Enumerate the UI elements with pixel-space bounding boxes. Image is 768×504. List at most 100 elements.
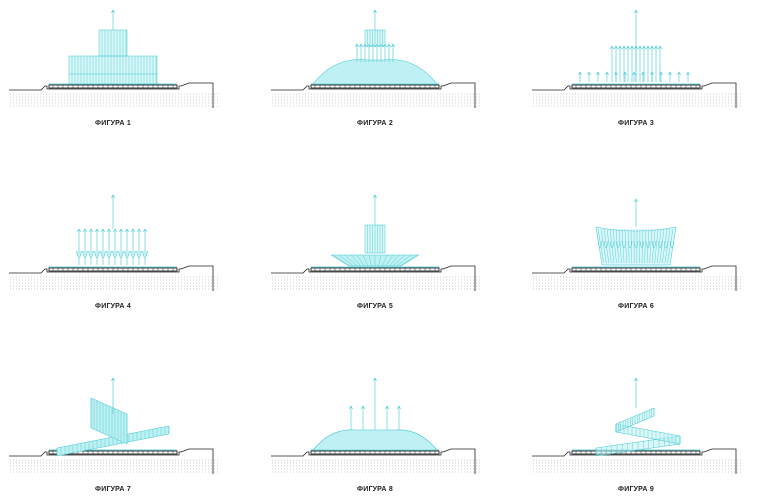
- figure-7-group: [9, 377, 218, 474]
- ground-profile: [271, 265, 476, 291]
- basin-section: [9, 265, 218, 291]
- jet-arrow: [605, 71, 609, 76]
- jet-arrow: [373, 9, 377, 14]
- figure-6-label: ФИГУРА 6: [618, 303, 654, 310]
- jet-bulb: [142, 250, 148, 259]
- water-dome: [312, 429, 438, 451]
- jet-bulb: [118, 250, 124, 259]
- jet-arrow: [614, 45, 618, 50]
- jet-arrow: [137, 228, 141, 233]
- figure-2-group: [271, 9, 480, 108]
- ground-profile: [532, 265, 737, 291]
- jet-arrow: [610, 45, 614, 50]
- jet-arrow: [77, 228, 81, 233]
- figure-4-label: ФИГУРА 4: [95, 303, 131, 310]
- figure-8-group: [271, 377, 480, 474]
- basin-section: [532, 265, 741, 291]
- jet-arrow: [387, 43, 391, 48]
- ground-profile: [532, 448, 737, 474]
- jet-arrow: [125, 228, 129, 233]
- jet-bulb: [82, 250, 88, 259]
- water-mass: [98, 29, 128, 57]
- figure-5-group: [271, 194, 480, 291]
- jet-bulb: [100, 250, 106, 259]
- jet-arrow: [143, 228, 147, 233]
- figure-5-label: ФИГУРА 5: [357, 303, 393, 310]
- jet-arrow: [618, 45, 622, 50]
- jet-arrow: [668, 71, 672, 76]
- figure-4-group: [9, 194, 218, 291]
- figure-1-label: ФИГУРА 1: [95, 120, 131, 127]
- jet-arrow: [111, 194, 115, 199]
- ground-profile: [9, 448, 214, 474]
- jet-bulb: [112, 250, 118, 259]
- ground-profile: [532, 82, 737, 108]
- fountain-pattern-dome-with-jets: [312, 9, 438, 85]
- fountain-pattern-fan-of-jets: [578, 9, 690, 82]
- jet-arrow: [101, 228, 105, 233]
- jet-arrow: [646, 45, 650, 50]
- figure-1-group: [9, 9, 218, 108]
- jet-arrow: [113, 228, 117, 233]
- jet-arrow: [89, 228, 93, 233]
- jet-arrow: [131, 228, 135, 233]
- jet-arrow: [111, 9, 115, 14]
- jet-arrow: [677, 71, 681, 76]
- water-mass: [68, 55, 158, 85]
- jet-arrow: [578, 71, 582, 76]
- jet-arrow: [119, 228, 123, 233]
- jet-arrow: [397, 405, 401, 410]
- jet-arrow: [658, 45, 662, 50]
- figure-9-group: [532, 377, 741, 474]
- ground-profile: [9, 82, 214, 108]
- jet-arrow: [359, 43, 363, 48]
- jet-arrow: [373, 377, 377, 382]
- fountain-pattern-tower-and-ring: [330, 194, 420, 267]
- jet-bulb: [130, 250, 136, 259]
- jet-arrow: [632, 71, 636, 76]
- jet-bulb: [88, 250, 94, 259]
- jet-bulb: [106, 250, 112, 259]
- jet-arrow: [587, 71, 591, 76]
- jet-bulb: [124, 250, 130, 259]
- fountain-pattern-jet-row: [76, 194, 148, 265]
- figure-7-label: ФИГУРА 7: [95, 486, 131, 493]
- fountain-pattern-curtain: [595, 198, 677, 266]
- jet-arrow: [622, 45, 626, 50]
- jet-arrow: [654, 45, 658, 50]
- jet-arrow: [650, 45, 654, 50]
- ground-profile: [9, 265, 214, 291]
- jet-bulb: [76, 250, 82, 259]
- figure-3-label: ФИГУРА 3: [618, 120, 654, 127]
- jet-arrow: [391, 43, 395, 48]
- jet-arrow: [111, 377, 115, 382]
- jet-arrow: [638, 45, 642, 50]
- jet-bulb: [94, 250, 100, 259]
- figure-2-label: ФИГУРА 2: [357, 120, 393, 127]
- jet-arrow: [373, 194, 377, 199]
- jet-arrow: [634, 198, 638, 203]
- jet-arrow: [385, 405, 389, 410]
- figure-9-label: ФИГУРА 9: [618, 486, 654, 493]
- figure-6-group: [532, 198, 741, 291]
- ground-profile: [271, 82, 476, 108]
- water-dome: [312, 59, 438, 85]
- fountain-pattern-tiered-block: [68, 9, 158, 85]
- basin-section: [532, 82, 741, 108]
- fountain-pattern-dome-with-spikes: [312, 377, 438, 451]
- figure-8-label: ФИГУРА 8: [357, 486, 393, 493]
- basin-section: [271, 448, 480, 474]
- jet-arrow: [361, 405, 365, 410]
- basin-section: [532, 448, 741, 474]
- figure-3-group: [532, 9, 741, 108]
- jet-bulb: [136, 250, 142, 259]
